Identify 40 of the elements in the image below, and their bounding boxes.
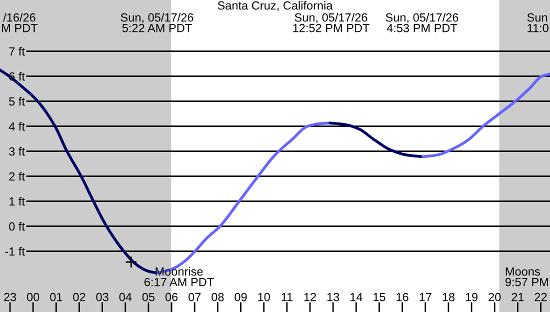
x-tick-label: 00: [26, 292, 40, 302]
x-tick-label: 15: [374, 292, 386, 302]
x-tick-label: 05: [142, 292, 155, 302]
x-tick-label: 14: [350, 292, 362, 302]
y-tick-label: 6 ft: [9, 72, 25, 81]
y-tick-label: 1 ft: [9, 196, 25, 206]
x-tick-label: 21: [512, 292, 524, 302]
y-tick-label: 4 ft: [8, 122, 25, 131]
x-tick-label: 06: [165, 292, 178, 302]
y-tick-label: -1 ft: [5, 246, 25, 256]
x-tick-label: 16: [396, 292, 408, 302]
x-tick-label: 23: [4, 292, 16, 302]
y-tick-label: 7 ft: [9, 46, 25, 56]
annotation: /16/26 M PDT: [2, 13, 38, 32]
x-tick-label: 08: [212, 292, 224, 302]
annotation: Sun 11:0: [527, 13, 548, 32]
x-tick-label: 13: [327, 292, 340, 302]
chart-title: Santa Cruz, California: [218, 1, 333, 12]
x-tick-label: 22: [534, 292, 547, 302]
x-tick-label: 20: [488, 292, 501, 302]
y-tick-label: 3 ft: [9, 146, 25, 156]
x-tick-label: 19: [466, 292, 478, 302]
x-tick-label: 10: [258, 292, 270, 302]
x-tick-label: 02: [73, 292, 86, 302]
x-tick-label: 11: [282, 292, 292, 302]
x-tick-label: 07: [188, 292, 201, 302]
x-tick-label: 09: [234, 292, 247, 302]
x-tick-label: 12: [304, 292, 316, 302]
annotation: Moons 9:57 PM: [505, 267, 548, 286]
x-tick-label: 17: [420, 292, 432, 302]
x-tick-label: 18: [442, 292, 455, 302]
annotation: Sun, 05/17/26 5:22 AM PDT: [120, 13, 194, 32]
x-tick-label: 01: [50, 292, 62, 302]
x-tick-label: 04: [119, 292, 132, 302]
y-tick-label: 0 ft: [9, 222, 25, 231]
x-tick-label: 03: [96, 292, 108, 302]
annotation: Sun, 05/17/26 12:52 PM PDT: [293, 13, 370, 32]
y-tick-label: 5 ft: [9, 96, 25, 106]
y-tick-label: 2 ft: [9, 172, 25, 181]
annotation: Sun, 05/17/26 4:53 PM PDT: [386, 13, 458, 32]
